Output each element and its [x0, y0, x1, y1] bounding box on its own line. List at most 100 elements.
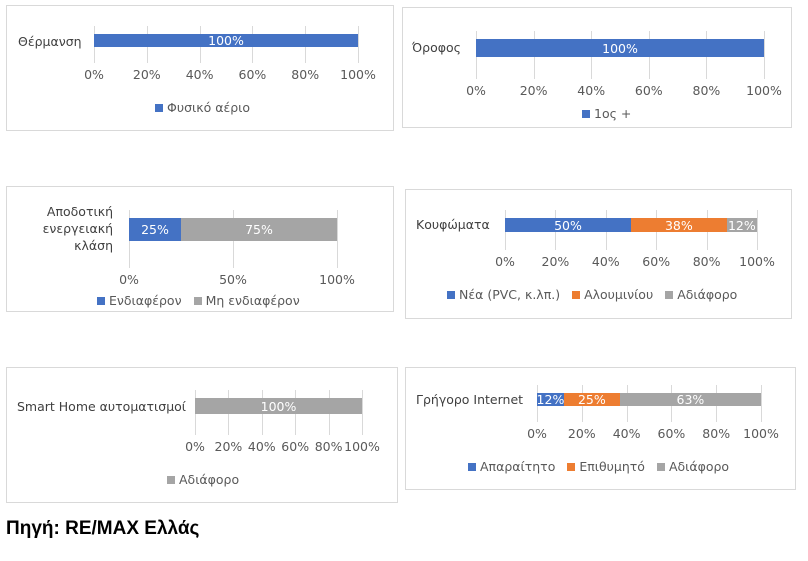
- category-label: Smart Home αυτοματισμοί: [17, 399, 187, 414]
- data-label: 38%: [664, 218, 693, 232]
- legend-label: Αδιάφορο: [668, 459, 730, 474]
- legend-label: 1ος +: [594, 106, 632, 121]
- legend-label: Ενδιαφέρον: [109, 293, 182, 308]
- legend-swatch-icon: [167, 476, 175, 484]
- legend-swatch-icon: [572, 291, 581, 299]
- bar-segment: 12%: [726, 218, 757, 232]
- gridline: [757, 210, 758, 250]
- legend-item: Μη ενδιαφέρον: [193, 293, 300, 308]
- axis-tick-label: 20%: [567, 426, 596, 441]
- category-label: Γρήγορο Internet: [416, 392, 524, 407]
- axis-tick-label: 40%: [612, 426, 641, 441]
- legend: Φυσικό αέριο: [155, 100, 250, 115]
- axis-tick-label: 80%: [692, 254, 721, 269]
- axis-tick-label: 20%: [541, 254, 570, 269]
- axis-tick-label: 60%: [281, 439, 310, 454]
- axis-tick-label: 0%: [185, 439, 205, 454]
- legend: 1ος +: [582, 106, 631, 121]
- legend-swatch-icon: [665, 291, 674, 299]
- gridline: [362, 390, 363, 435]
- axis-tick-label: 60%: [634, 83, 663, 98]
- legend-swatch-icon: [582, 110, 590, 118]
- axis-tick-label: 0%: [119, 272, 139, 287]
- legend-label: Νέα (PVC, κ.λπ.): [459, 287, 561, 302]
- legend-swatch-icon: [447, 291, 455, 299]
- bar-segment: 12%: [537, 393, 564, 406]
- legend: Νέα (PVC, κ.λπ.) Αλουμινίου Αδιάφορο: [447, 287, 737, 302]
- axis-tick-label: 100%: [344, 439, 380, 454]
- data-label: 50%: [554, 218, 582, 232]
- legend-label: Φυσικό αέριο: [167, 100, 251, 115]
- bar-segment: 100%: [94, 34, 358, 47]
- axis-tick-label: 40%: [247, 439, 276, 454]
- data-label: 100%: [260, 398, 297, 414]
- axis-tick-label: 100%: [340, 67, 376, 82]
- axis-tick-label: 20%: [132, 67, 161, 82]
- axis-tick-label: 80%: [702, 426, 731, 441]
- data-label: 12%: [727, 218, 756, 232]
- gridline: [764, 31, 765, 79]
- bar-segment: 100%: [476, 39, 764, 57]
- axis-tick-label: 80%: [291, 67, 320, 82]
- category-label: Κουφώματα: [416, 217, 490, 232]
- legend: Αδιάφορο: [167, 472, 239, 487]
- axis-tick-label: 20%: [214, 439, 243, 454]
- chart-panel: [6, 186, 394, 312]
- axis-tick-label: 0%: [466, 83, 486, 98]
- legend: Ενδιαφέρον Μη ενδιαφέρον: [97, 293, 300, 308]
- legend-item: Αδιάφορο: [167, 472, 239, 487]
- axis-tick-label: 60%: [657, 426, 686, 441]
- axis-tick-label: 100%: [746, 83, 782, 98]
- legend-item: Φυσικό αέριο: [155, 100, 250, 115]
- axis-tick-label: 40%: [185, 67, 214, 82]
- gridline: [358, 26, 359, 63]
- category-label: Όροφος: [412, 40, 461, 55]
- axis-tick-label: 0%: [84, 67, 104, 82]
- bar-segment: 25%: [563, 393, 620, 406]
- axis-tick-label: 40%: [577, 83, 606, 98]
- legend-label: Μη ενδιαφέρον: [205, 293, 300, 308]
- axis-tick-label: 80%: [692, 83, 721, 98]
- chart-panel: [405, 189, 792, 319]
- legend-item: Απαραίτητο: [468, 459, 555, 474]
- legend: Απαραίτητο Επιθυμητό Αδιάφορο: [468, 459, 729, 474]
- legend-swatch-icon: [567, 463, 576, 471]
- axis-tick-label: 60%: [642, 254, 671, 269]
- legend-item: Αλουμινίου: [572, 287, 653, 302]
- axis-tick-label: 0%: [495, 254, 515, 269]
- axis-tick-label: 100%: [319, 272, 355, 287]
- axis-tick-label: 100%: [739, 254, 775, 269]
- data-label: 100%: [208, 34, 244, 47]
- bar-segment: 75%: [181, 218, 337, 241]
- legend-swatch-icon: [656, 463, 665, 471]
- legend-item: 1ος +: [582, 106, 631, 121]
- axis-tick-label: 80%: [314, 439, 343, 454]
- chart-panel: [6, 367, 398, 503]
- legend-label: Αδιάφορο: [179, 472, 240, 487]
- legend-item: Νέα (PVC, κ.λπ.): [447, 287, 560, 302]
- bar-segment: 63%: [619, 393, 761, 406]
- legend-label: Απαραίτητο: [480, 459, 556, 474]
- data-label: 25%: [577, 393, 606, 406]
- legend-label: Αδιάφορο: [677, 287, 738, 302]
- legend-swatch-icon: [193, 297, 202, 305]
- legend-item: Ενδιαφέρον: [97, 293, 182, 308]
- legend-swatch-icon: [468, 463, 476, 471]
- legend-item: Αδιάφορο: [656, 459, 730, 474]
- data-label: 63%: [676, 393, 705, 406]
- bar-segment: 25%: [129, 218, 181, 241]
- gridline: [761, 385, 762, 422]
- axis-tick-label: 40%: [591, 254, 620, 269]
- legend-label: Επιθυμητό: [579, 459, 645, 474]
- data-label: 75%: [245, 222, 273, 237]
- bar-segment: 38%: [631, 218, 727, 232]
- bar-segment: 100%: [195, 398, 362, 414]
- legend-item: Αδιάφορο: [665, 287, 737, 302]
- gridline: [337, 210, 338, 268]
- axis-tick-label: 50%: [219, 272, 247, 287]
- source-caption: Πηγή: RE/MAX Ελλάς: [6, 518, 200, 539]
- data-label: 100%: [602, 40, 638, 56]
- bar-segment: 50%: [505, 218, 631, 232]
- chart-panel: [402, 7, 792, 128]
- legend-swatch-icon: [97, 297, 105, 305]
